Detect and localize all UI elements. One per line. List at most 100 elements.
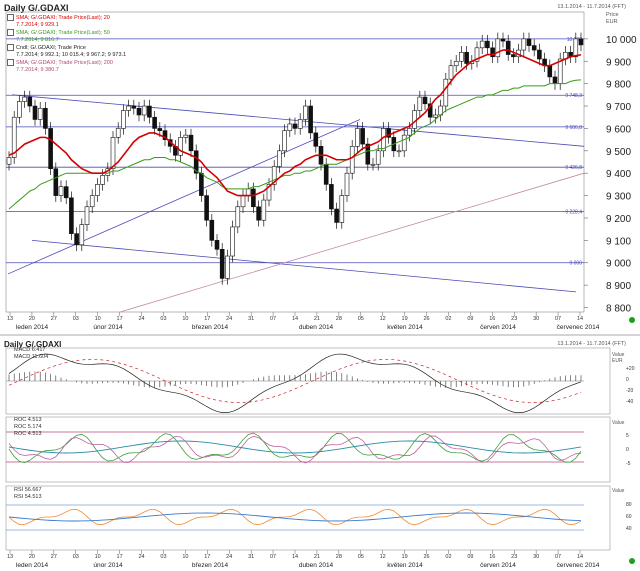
candle-body <box>537 49 542 60</box>
macd-y-tick: 0 <box>626 377 629 383</box>
candle-body <box>479 40 485 49</box>
legend-entry[interactable]: SMA; G/.GDAXI; Trade Price(Last); 200 <box>7 58 126 67</box>
candle-body <box>323 163 329 185</box>
macd-label-2: MACD 11.604 <box>14 354 49 360</box>
candle-body <box>266 184 272 201</box>
y-tick-label: 9 300 <box>606 192 631 203</box>
bottom-x-day-label: 03 <box>160 554 166 560</box>
main-x-day-label: 19 <box>402 316 408 322</box>
macd-signal-line <box>8 359 582 403</box>
legend-series-name: Cndl; G/.GDAXI; Trade Price <box>16 44 86 51</box>
bottom-x-day-label: 16 <box>489 554 495 560</box>
macd-legend: MACD 6.417 MACD 11.604 <box>14 347 48 361</box>
currency-label: EUR <box>606 19 618 25</box>
bottom-month-label: březen 2014 <box>192 562 229 569</box>
main-month-label: leden 2014 <box>16 324 49 331</box>
price-axis-label: Price <box>606 12 619 18</box>
legend-checkbox[interactable] <box>7 58 14 66</box>
roc-y-tick: 5 <box>626 433 629 439</box>
bottom-x-day-label: 30 <box>533 554 539 560</box>
candle-body <box>521 38 527 51</box>
bottom-x-day-label: 24 <box>226 554 232 560</box>
status-dot <box>629 558 635 564</box>
horizontal-level-label: 9 426,8 <box>565 165 582 171</box>
roc-panel-frame <box>5 416 611 483</box>
bottom-x-day-label: 17 <box>204 554 210 560</box>
legend-checkbox[interactable] <box>7 28 14 36</box>
candle-body <box>292 123 298 129</box>
candle-body <box>401 134 407 152</box>
y-tick-label: 9 900 <box>606 57 631 68</box>
main-x-day-label: 07 <box>270 316 276 322</box>
candle-body <box>110 137 116 170</box>
rsi-legend: RSI 56.667 RSI 54.513 <box>14 487 42 501</box>
candle-body <box>261 199 267 221</box>
status-dot <box>629 317 635 323</box>
candle-body <box>58 186 64 196</box>
bottom-x-day-label: 27 <box>51 554 57 560</box>
candle-body <box>308 105 313 134</box>
y-tick-label: 8 900 <box>606 281 631 292</box>
y-tick-label: 9 500 <box>606 147 631 158</box>
candle-body <box>147 105 152 118</box>
candle-body <box>193 150 199 174</box>
candle-body <box>271 166 277 185</box>
legend: SMA; G/.GDAXI; Trade Price(Last); 20 7.7.… <box>7 14 126 74</box>
main-x-day-label: 10 <box>95 316 101 322</box>
main-month-label: březen 2014 <box>192 324 229 331</box>
candle-body <box>355 128 360 147</box>
candle-body <box>136 107 142 116</box>
candle-body <box>443 78 449 107</box>
y-tick-label: 10 000 <box>606 35 637 46</box>
candle-body <box>43 107 48 129</box>
candle-body <box>126 105 131 111</box>
candle-body <box>32 105 38 120</box>
main-x-day-label: 23 <box>511 316 517 322</box>
legend-series-name: SMA; G/.GDAXI; Trade Price(Last); 50 <box>16 29 110 36</box>
main-x-day-label: 07 <box>555 316 561 322</box>
bottom-x-day-label: 26 <box>423 554 429 560</box>
main-x-day-label: 14 <box>292 316 298 322</box>
macd-y-tick: +20 <box>626 366 635 372</box>
candle-body <box>552 76 558 84</box>
rsi-panel-frame <box>5 485 611 551</box>
legend-entry[interactable]: Cndl; G/.GDAXI; Trade Price <box>7 43 126 52</box>
candle-body <box>131 105 137 109</box>
bottom-x-day-label: 14 <box>577 554 583 560</box>
roc-line <box>8 435 582 464</box>
candle-body <box>422 96 428 105</box>
candle-body <box>27 96 33 107</box>
rsi-line <box>8 508 582 526</box>
rsi-signal-line <box>8 512 582 522</box>
candle-body <box>17 101 22 118</box>
y-tick-label: 9 600 <box>606 124 631 135</box>
candle-body <box>183 134 189 138</box>
candle-body <box>303 105 308 120</box>
legend-entry[interactable]: SMA; G/.GDAXI; Trade Price(Last); 20 <box>7 14 126 22</box>
candle-body <box>375 150 381 165</box>
bottom-x-day-label: 19 <box>402 554 408 560</box>
rsi-y-tick: 60 <box>626 514 632 520</box>
legend-series-value: 7.7.2014; 9 816.7 <box>16 36 59 43</box>
candle-body <box>485 40 490 49</box>
candle-body <box>282 130 287 152</box>
candle-body <box>251 188 256 208</box>
candle-body <box>297 119 303 129</box>
main-x-day-label: 03 <box>160 316 166 322</box>
candle-body <box>89 195 95 208</box>
y-tick-label: 8 800 <box>606 304 631 315</box>
legend-checkbox[interactable] <box>7 14 14 21</box>
legend-entry[interactable]: SMA; G/.GDAXI; Trade Price(Last); 50 <box>7 28 126 37</box>
bottom-x-day-label: 17 <box>117 554 123 560</box>
rsi-y-tick: 40 <box>626 526 632 532</box>
candle-body <box>37 107 43 120</box>
horizontal-level-label: 9 606,8 <box>565 125 582 131</box>
candle-body <box>329 184 334 210</box>
roc-y-tick: 0 <box>626 447 629 453</box>
main-x-day-label: 24 <box>226 316 232 322</box>
legend-checkbox[interactable] <box>7 43 14 51</box>
bottom-x-day-label: 28 <box>336 554 342 560</box>
roc-label-2: ROC 5.174 <box>14 424 42 430</box>
